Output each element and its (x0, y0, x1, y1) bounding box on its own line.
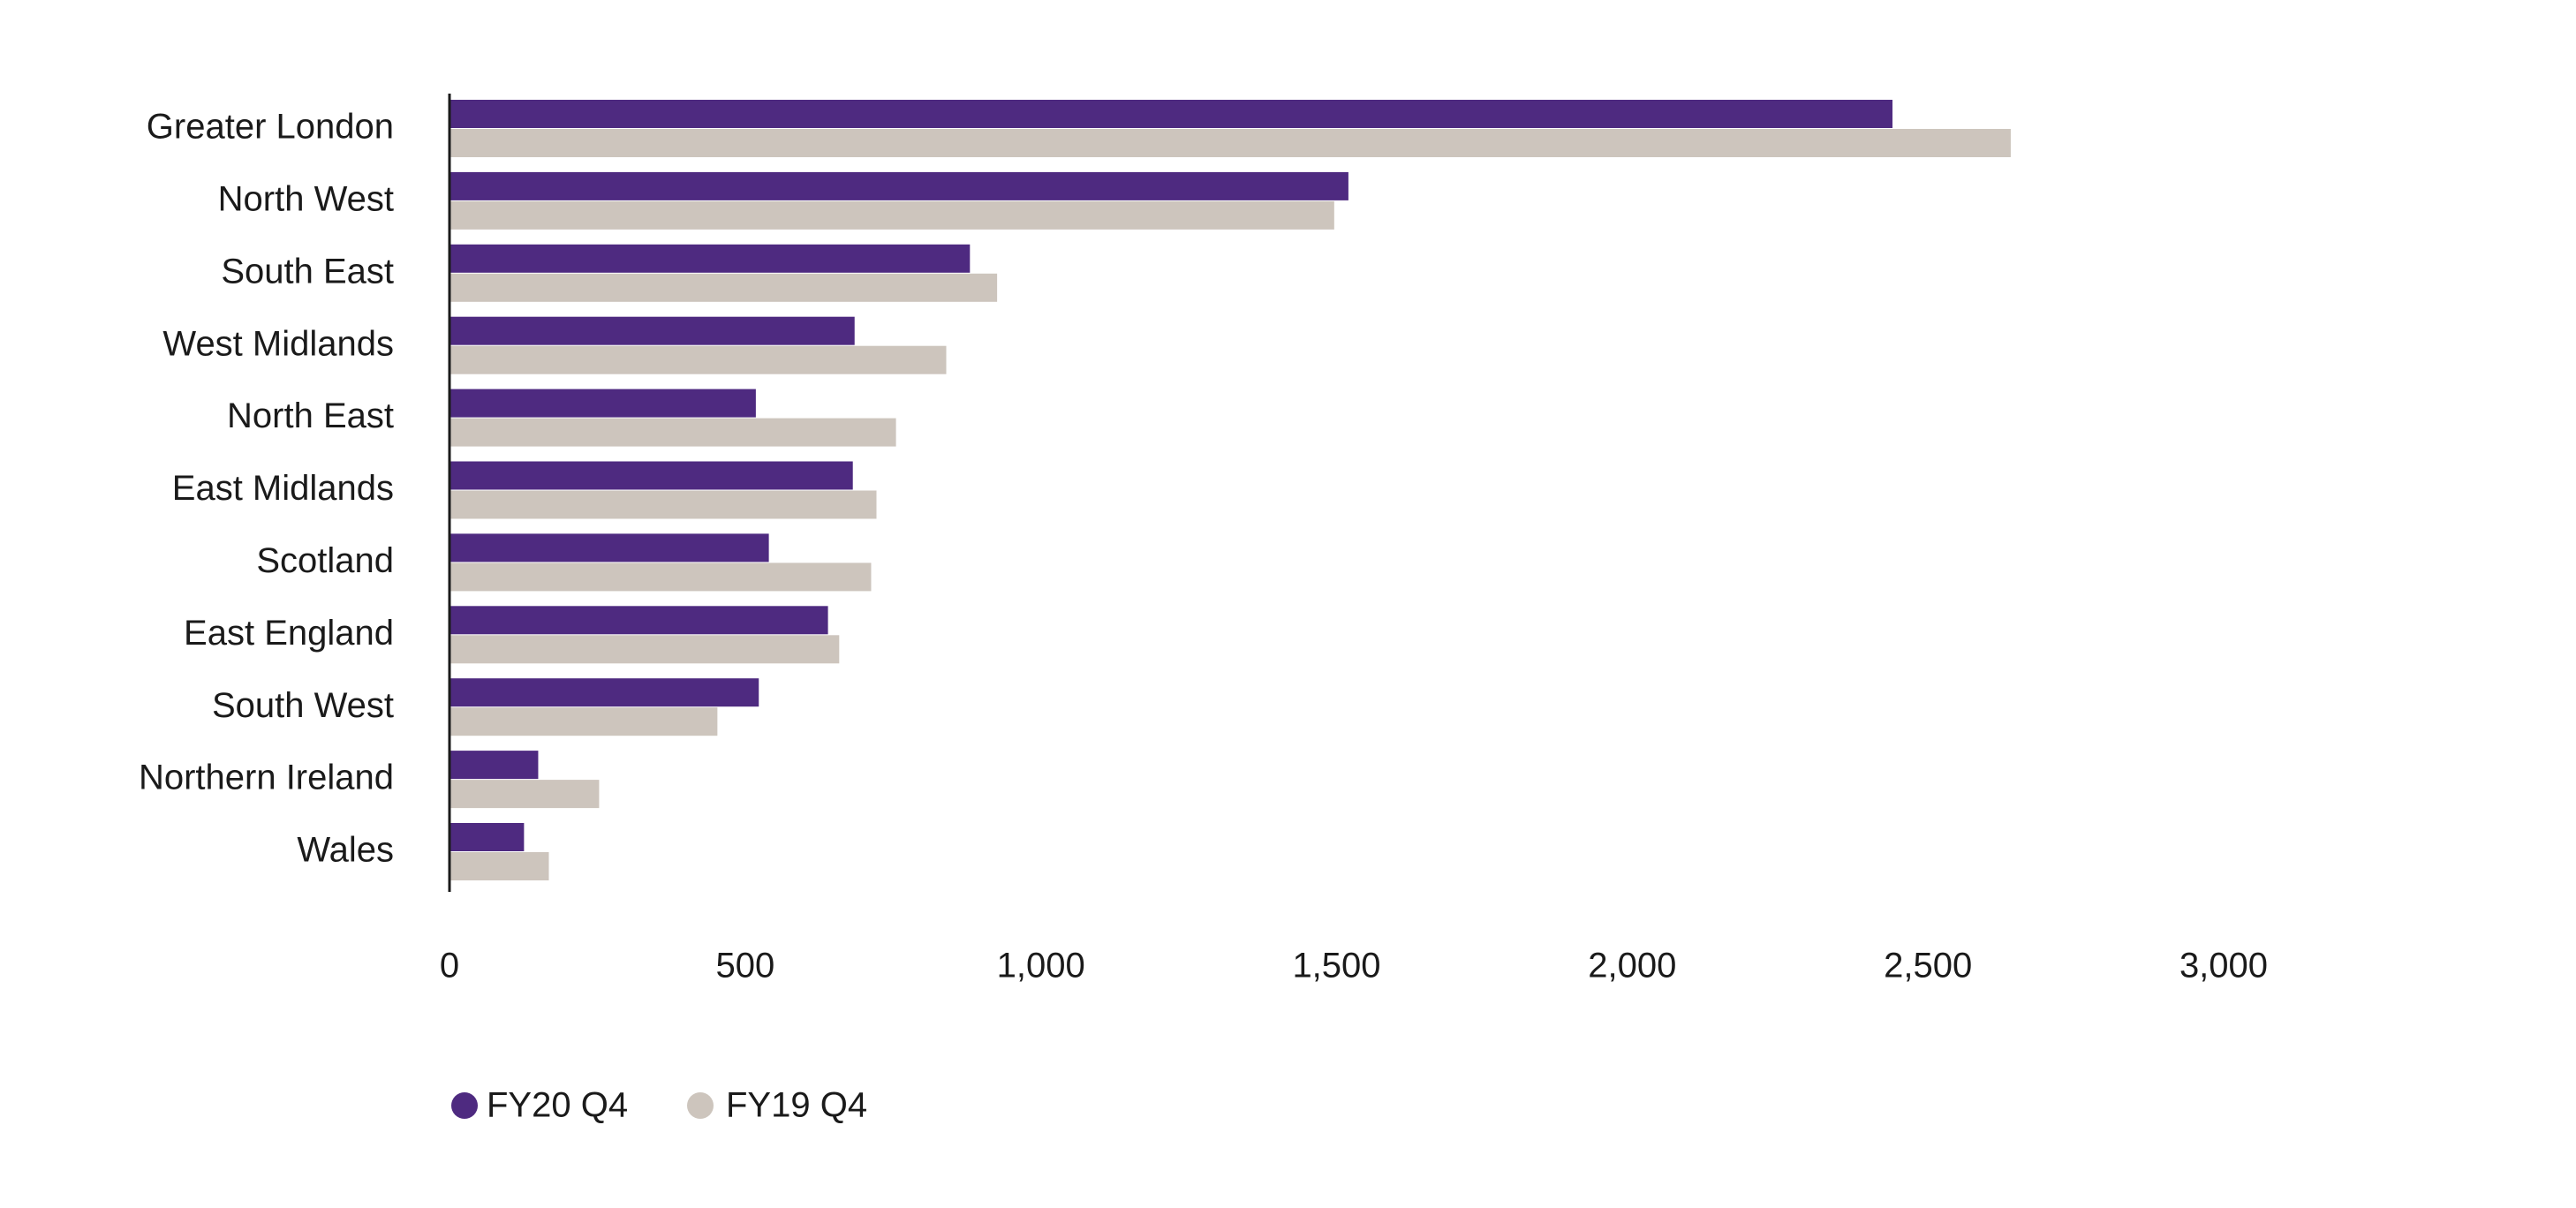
bar-fy19-north-east (449, 418, 896, 447)
bar-fy20-east-england (449, 606, 828, 635)
bar-fy19-northern-ireland (449, 780, 600, 809)
category-label: Wales (297, 831, 394, 870)
category-label: East Midlands (172, 469, 394, 508)
x-axis-ticks: 0 500 1,000 1,500 2,000 2,500 3,000 (440, 947, 2268, 985)
bar-fy19-north-west (449, 200, 1334, 230)
bar-fy20-wales (449, 823, 525, 851)
bar-fy19-greater-london (449, 129, 2011, 157)
x-tick-label: 2,000 (1588, 947, 1676, 985)
category-labels: Greater London North West South East West M… (139, 108, 394, 870)
category-label: West Midlands (162, 324, 394, 363)
x-tick-label: 500 (715, 947, 774, 985)
x-tick-label: 0 (440, 947, 459, 985)
category-label: North West (218, 179, 394, 218)
category-label: Greater London (147, 108, 394, 147)
x-tick-label: 1,000 (997, 947, 1085, 985)
category-label: South West (212, 686, 394, 725)
bar-fy20-west-midlands (449, 316, 855, 345)
bar-fy19-west-midlands (449, 345, 947, 374)
bar-fy19-east-midlands (449, 490, 877, 519)
legend-swatch-fy19 (687, 1092, 714, 1119)
x-tick-label: 3,000 (2179, 947, 2268, 985)
legend-label-fy20: FY20 Q4 (487, 1086, 628, 1125)
bar-fy20-scotland (449, 533, 769, 562)
bar-fy20-east-midlands (449, 461, 853, 490)
bar-fy19-south-west (449, 707, 718, 736)
x-tick-label: 2,500 (1884, 947, 1972, 985)
category-label: North East (227, 396, 394, 435)
legend-swatch-fy20 (451, 1092, 478, 1119)
bar-fy20-south-west (449, 678, 759, 707)
bar-fy19-wales (449, 852, 549, 880)
category-label: Scotland (256, 541, 394, 580)
bar-fy20-north-west (449, 171, 1348, 200)
bar-fy19-east-england (449, 635, 840, 664)
bar-fy19-south-east (449, 273, 998, 302)
bar-fy20-north-east (449, 389, 756, 418)
legend-label-fy19: FY19 Q4 (726, 1086, 867, 1125)
legend: FY20 Q4 FY19 Q4 (451, 1086, 867, 1125)
category-label: Northern Ireland (139, 759, 394, 797)
bar-fy20-northern-ireland (449, 751, 539, 780)
category-label: South East (221, 252, 394, 291)
bar-fy20-south-east (449, 244, 971, 273)
bars-layer (449, 100, 2011, 880)
bar-fy19-scotland (449, 562, 872, 592)
x-tick-label: 1,500 (1292, 947, 1380, 985)
bar-fy20-greater-london (449, 100, 1892, 128)
category-label: East England (184, 614, 394, 653)
